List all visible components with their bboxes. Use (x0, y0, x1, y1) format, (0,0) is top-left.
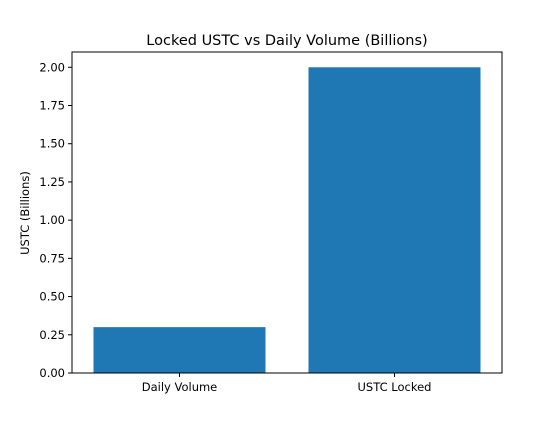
y-tick-label: 0.50 (39, 290, 65, 304)
y-tick-label: 1.25 (39, 175, 65, 189)
bar-ustc-locked (308, 67, 481, 374)
y-tick-label: 0.25 (39, 328, 65, 342)
plot-frame (71, 51, 503, 374)
bar-daily-volume (93, 327, 266, 373)
chart-title: Locked USTC vs Daily Volume (Billions) (146, 33, 427, 49)
y-tick-label: 1.00 (39, 213, 65, 227)
y-tick-label: 0.00 (39, 366, 65, 380)
y-tick-label: 2.00 (39, 60, 65, 74)
y-tick-label: 1.50 (39, 137, 65, 151)
plot-area (93, 67, 481, 374)
x-tick-label: USTC Locked (358, 380, 432, 394)
y-tick-label: 0.75 (39, 251, 65, 265)
x-tick-label: Daily Volume (142, 380, 218, 394)
y-tick-label: 1.75 (39, 99, 65, 113)
y-axis-label: USTC (Billions) (18, 171, 32, 255)
y-axis: 0.00 0.25 0.50 0.75 1.00 1.25 1.50 1.75 2.00 (39, 60, 72, 380)
x-axis: Daily Volume USTC Locked (142, 373, 432, 394)
